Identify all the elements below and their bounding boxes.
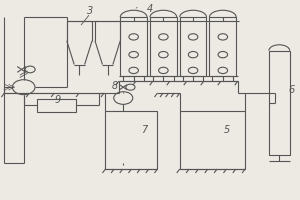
Circle shape	[188, 34, 198, 40]
Text: 5: 5	[224, 125, 230, 135]
Circle shape	[188, 67, 198, 74]
Circle shape	[129, 51, 138, 58]
Bar	[180, 111, 245, 169]
Text: 8: 8	[111, 81, 118, 91]
Bar	[180, 17, 206, 76]
Circle shape	[25, 66, 35, 73]
Text: 6: 6	[288, 85, 294, 95]
Circle shape	[12, 80, 35, 95]
Circle shape	[159, 34, 168, 40]
Circle shape	[218, 34, 228, 40]
Text: 3: 3	[87, 6, 94, 16]
Circle shape	[129, 34, 138, 40]
Bar	[209, 17, 236, 76]
Bar	[105, 111, 158, 169]
Text: 7: 7	[141, 125, 147, 135]
Circle shape	[188, 51, 198, 58]
Circle shape	[114, 92, 133, 104]
Bar	[120, 17, 147, 76]
Bar	[269, 51, 290, 155]
Text: 4: 4	[147, 4, 153, 14]
Bar	[150, 17, 177, 76]
Text: 9: 9	[55, 95, 61, 105]
Bar	[37, 99, 76, 112]
Circle shape	[129, 67, 138, 74]
Circle shape	[159, 67, 168, 74]
Circle shape	[218, 67, 228, 74]
Circle shape	[159, 51, 168, 58]
Circle shape	[126, 84, 135, 90]
Circle shape	[218, 51, 228, 58]
